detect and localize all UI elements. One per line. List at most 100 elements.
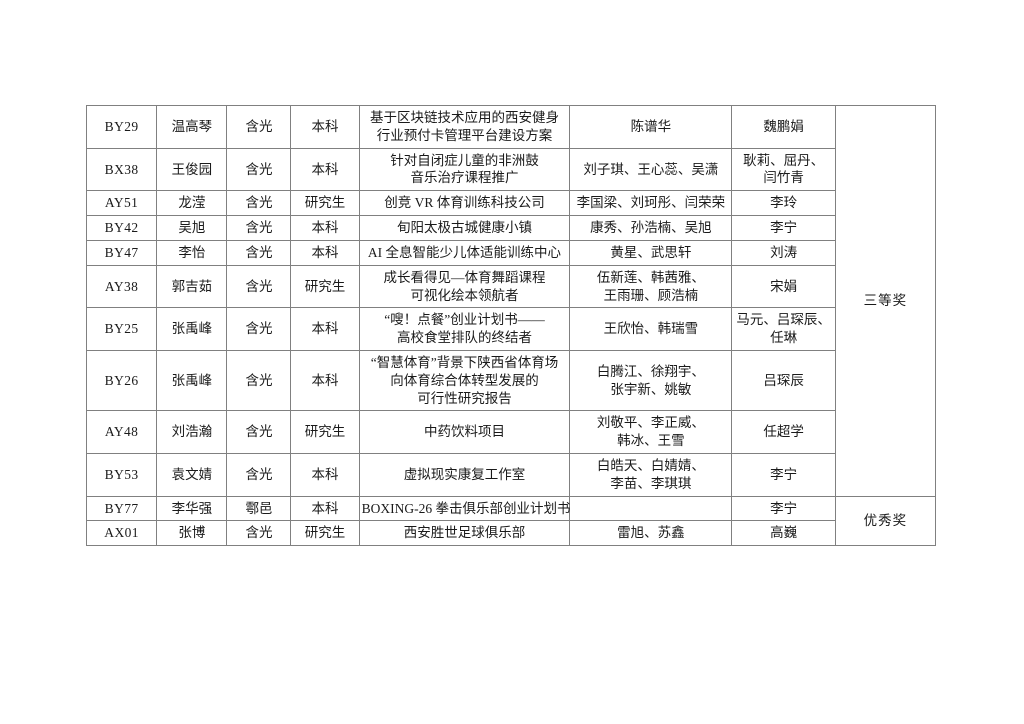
advisor-cell: 李玲 bbox=[731, 190, 836, 217]
applicant-name-cell: 张禹峰 bbox=[156, 349, 228, 412]
team-members-cell-line: 张宇新、姚敏 bbox=[610, 381, 692, 397]
team-members-cell-line: 陈谱华 bbox=[630, 118, 672, 134]
project-title-cell: 西安胜世足球俱乐部 bbox=[358, 520, 571, 547]
project-code-cell: AY51 bbox=[85, 190, 158, 217]
award-list-table: BY29 温高琴 含光 本科 基于区块链技术应用的西安健身 行业预付卡管理平台建设方案 陈谱… bbox=[85, 105, 937, 547]
project-title-cell-line: 西安胜世足球俱乐部 bbox=[403, 525, 526, 541]
advisor-cell: 吕琛辰 bbox=[731, 349, 836, 412]
project-title-cell-line: 向体育综合体转型发展的 bbox=[390, 372, 539, 388]
project-title-cell: 旬阳太极古城健康小镇 bbox=[358, 215, 571, 241]
campus-cell: 鄠邑 bbox=[226, 495, 292, 522]
advisor-cell: 李宁 bbox=[731, 495, 836, 522]
student-level-cell: 本科 bbox=[290, 147, 360, 192]
project-title-cell-line: 创竞 VR 体育训练科技公司 bbox=[384, 195, 545, 211]
table-row: AY38 郭吉茹 含光 研究生 成长看得见—体育舞蹈课程 可视化绘本领航者 伍新莲、韩茜雅、… bbox=[85, 264, 936, 309]
project-title-cell-line: “嗖！点餐”创业计划书—— bbox=[384, 312, 545, 328]
advisor-cell: 刘涛 bbox=[731, 239, 836, 266]
advisor-cell: 李宁 bbox=[731, 215, 836, 241]
advisor-cell: 宋娟 bbox=[731, 264, 836, 309]
team-members-cell-line: 雷旭、苏鑫 bbox=[617, 525, 685, 541]
project-title-cell-line: 可视化绘本领航者 bbox=[410, 287, 519, 303]
team-members-cell: 刘敬平、李正威、 韩冰、王雪 bbox=[569, 410, 733, 454]
project-title-cell: 基于区块链技术应用的西安健身 行业预付卡管理平台建设方案 bbox=[358, 105, 571, 149]
advisor-cell-line: 马元、吕琛辰、 bbox=[736, 312, 831, 328]
advisor-cell: 高巍 bbox=[731, 520, 836, 547]
project-code-cell: BY42 bbox=[85, 215, 158, 241]
campus-cell: 含光 bbox=[226, 520, 292, 547]
team-members-cell bbox=[569, 495, 733, 522]
advisor-cell-line: 耿莉、屈丹、 bbox=[743, 152, 825, 168]
team-members-cell: 白腾江、徐翔宇、 张宇新、姚敏 bbox=[569, 349, 733, 412]
advisor-cell: 任超学 bbox=[731, 410, 836, 454]
team-members-cell-line: 康秀、孙浩楠、吴旭 bbox=[590, 220, 712, 236]
team-members-cell: 康秀、孙浩楠、吴旭 bbox=[569, 215, 733, 241]
project-title-cell-line: 可行性研究报告 bbox=[417, 390, 512, 406]
table-row: BX38 王俊园 含光 本科 针对自闭症儿童的非洲鼓 音乐治疗课程推广 刘子琪、王心蕊、吴潇… bbox=[85, 147, 936, 192]
project-title-cell-line: 行业预付卡管理平台建设方案 bbox=[376, 127, 553, 143]
advisor-cell-line: 李宁 bbox=[770, 466, 798, 482]
student-level-cell: 本科 bbox=[290, 105, 360, 149]
applicant-name-cell: 吴旭 bbox=[156, 215, 228, 241]
applicant-name-cell: 张禹峰 bbox=[156, 307, 228, 351]
table-row: BY77 李华强 鄠邑 本科 BOXING-26 拳击俱乐部创业计划书 李宁 优秀奖 bbox=[85, 495, 937, 547]
applicant-name-cell: 郭吉茹 bbox=[156, 264, 228, 309]
project-code-cell: AX01 bbox=[85, 520, 158, 547]
table-row: BY26 张禹峰 含光 本科 “智慧体育”背景下陕西省体育场 向体育综合体转型发展的 可行性… bbox=[85, 349, 936, 412]
project-title-cell: BOXING-26 拳击俱乐部创业计划书 bbox=[358, 495, 571, 522]
campus-cell: 含光 bbox=[226, 453, 292, 497]
team-members-cell-line: 李国梁、刘珂彤、闫荣荣 bbox=[576, 195, 726, 211]
applicant-name-cell: 王俊园 bbox=[156, 147, 228, 192]
team-members-cell-line: 白皓天、白婧婧、 bbox=[596, 458, 705, 473]
team-members-cell-line: 刘敬平、李正威、 bbox=[596, 415, 705, 431]
advisor-cell: 耿莉、屈丹、 闫竹青 bbox=[731, 147, 836, 192]
campus-cell: 含光 bbox=[226, 215, 292, 241]
project-title-cell-line: 基于区块链技术应用的西安健身 bbox=[369, 110, 559, 125]
project-title-cell-line: 旬阳太极古城健康小镇 bbox=[396, 220, 532, 236]
advisor-cell-line: 李玲 bbox=[770, 195, 798, 211]
student-level-cell: 本科 bbox=[290, 349, 360, 412]
project-title-cell-line: “智慧体育”背景下陕西省体育场 bbox=[370, 354, 559, 370]
student-level-cell: 本科 bbox=[290, 453, 360, 497]
award-level-cell: 优秀奖 bbox=[834, 495, 937, 547]
project-title-cell-line: 成长看得见—体育舞蹈课程 bbox=[383, 269, 546, 285]
team-members-cell-line: 黄星、武思轩 bbox=[610, 244, 692, 260]
advisor-cell: 马元、吕琛辰、 任琳 bbox=[731, 307, 836, 351]
advisor-cell-line: 刘涛 bbox=[770, 244, 798, 260]
team-members-cell-line: 白腾江、徐翔宇、 bbox=[596, 363, 705, 379]
applicant-name-cell: 张博 bbox=[156, 520, 228, 547]
campus-cell: 含光 bbox=[226, 264, 292, 309]
advisor-cell-line: 任琳 bbox=[770, 330, 798, 346]
team-members-cell-line: 刘子琪、王心蕊、吴潇 bbox=[583, 161, 719, 177]
campus-cell: 含光 bbox=[226, 147, 292, 192]
project-title-cell: 针对自闭症儿童的非洲鼓 音乐治疗课程推广 bbox=[358, 147, 571, 192]
advisor-cell-line: 闫竹青 bbox=[763, 170, 804, 186]
student-level-cell: 本科 bbox=[290, 215, 360, 241]
student-level-cell: 本科 bbox=[290, 239, 360, 266]
team-members-cell: 李国梁、刘珂彤、闫荣荣 bbox=[569, 190, 733, 217]
table-row: BY25 张禹峰 含光 本科 “嗖！点餐”创业计划书—— 高校食堂排队的终结者 王欣怡、韩瑞… bbox=[85, 307, 936, 351]
advisor-cell-line: 高巍 bbox=[770, 525, 798, 541]
campus-cell: 含光 bbox=[226, 105, 292, 149]
team-members-cell: 白皓天、白婧婧、 李苗、李琪琪 bbox=[569, 453, 733, 497]
team-members-cell: 王欣怡、韩瑞雪 bbox=[569, 307, 733, 351]
student-level-cell: 研究生 bbox=[290, 410, 360, 454]
advisor-cell-line: 李宁 bbox=[770, 500, 798, 516]
project-title-cell-line: 虚拟现实康复工作室 bbox=[403, 466, 526, 482]
table-row: BY42 吴旭 含光 本科 旬阳太极古城健康小镇 康秀、孙浩楠、吴旭 李宁 bbox=[85, 215, 936, 241]
team-members-cell: 刘子琪、王心蕊、吴潇 bbox=[569, 147, 733, 192]
project-code-cell: AY38 bbox=[85, 264, 158, 309]
award-table-body: BY29 温高琴 含光 本科 基于区块链技术应用的西安健身 行业预付卡管理平台建设方案 陈谱… bbox=[85, 105, 937, 547]
project-title-cell-line: AI 全息智能少儿体适能训练中心 bbox=[367, 244, 562, 260]
applicant-name-cell: 刘浩瀚 bbox=[156, 410, 228, 454]
campus-cell: 含光 bbox=[226, 307, 292, 351]
student-level-cell: 研究生 bbox=[290, 520, 360, 547]
project-code-cell: BY25 bbox=[85, 307, 158, 351]
project-title-cell-line: 高校食堂排队的终结者 bbox=[396, 330, 532, 346]
project-title-cell-line: BOXING-26 拳击俱乐部创业计划书 bbox=[361, 500, 571, 516]
advisor-cell-line: 宋娟 bbox=[770, 278, 798, 294]
project-title-cell: “嗖！点餐”创业计划书—— 高校食堂排队的终结者 bbox=[358, 307, 571, 351]
project-title-cell: “智慧体育”背景下陕西省体育场 向体育综合体转型发展的 可行性研究报告 bbox=[358, 349, 571, 412]
project-code-cell: BY29 bbox=[85, 105, 158, 149]
student-level-cell: 研究生 bbox=[290, 264, 360, 309]
